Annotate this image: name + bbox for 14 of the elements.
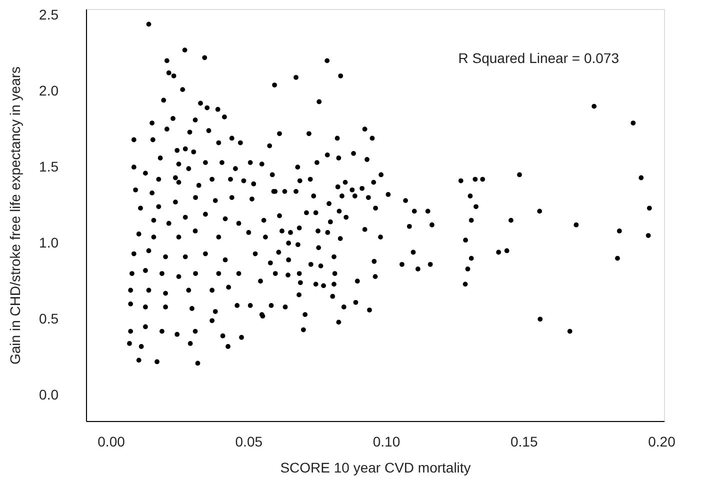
- x-axis-title: SCORE 10 year CVD mortality: [280, 460, 471, 476]
- y-tick-label: 1.0: [39, 234, 59, 251]
- y-axis-title: Gain in CHD/stroke free life expectancy in years: [7, 66, 24, 365]
- y-tick-label: 1.5: [39, 158, 59, 175]
- x-tick-label: 0.20: [648, 434, 676, 450]
- x-tick-label: 0.00: [98, 434, 126, 450]
- y-tick-label: 0.0: [39, 386, 59, 403]
- y-tick-label: 2.0: [39, 82, 59, 99]
- x-tick-label: 0.05: [235, 434, 263, 450]
- x-tick-label: 0.15: [510, 434, 538, 450]
- annotation: R Squared Linear = 0.073: [458, 50, 620, 66]
- x-tick-label: 0.10: [372, 434, 400, 450]
- y-tick-label: 0.5: [39, 310, 59, 327]
- y-tick-label: 2.5: [39, 6, 59, 23]
